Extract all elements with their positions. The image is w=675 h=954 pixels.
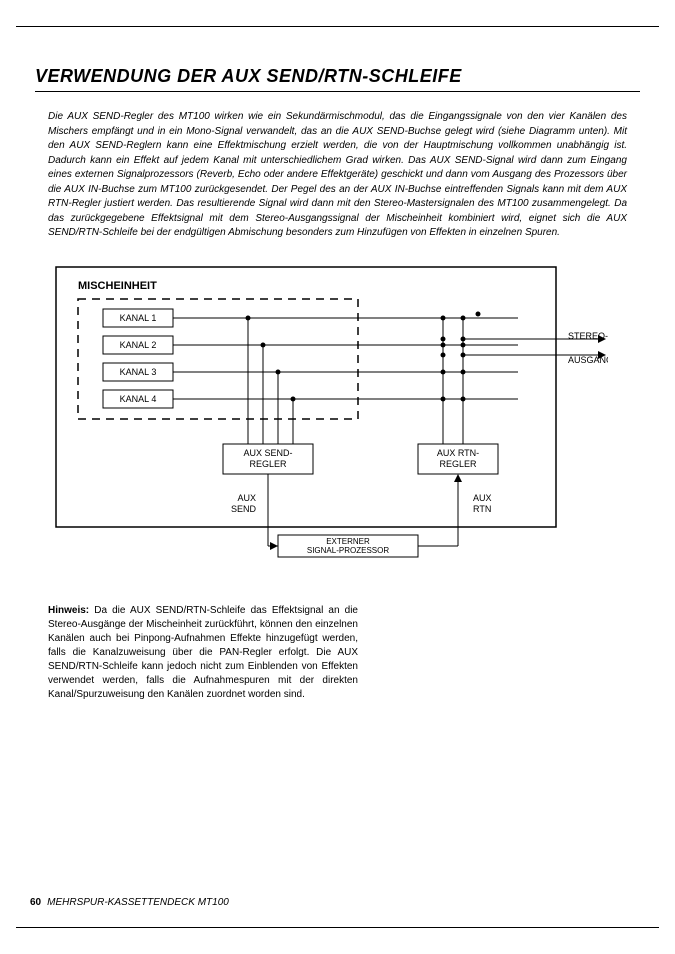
svg-text:AUX: AUX <box>237 493 256 503</box>
svg-text:KANAL 2: KANAL 2 <box>120 340 157 350</box>
section-title: VERWENDUNG DER AUX SEND/RTN-SCHLEIFE <box>35 66 640 92</box>
svg-text:AUX: AUX <box>473 493 492 503</box>
footer-title: MEHRSPUR-KASSETTENDECK MT100 <box>47 897 229 908</box>
signal-flow-diagram: MISCHEINHEIT KANAL 1 KANAL 2 KANAL 3 KANAL 4… <box>48 259 627 574</box>
hint-lead: Hinweis: <box>48 605 89 616</box>
svg-text:EXTERNER: EXTERNER <box>326 537 370 546</box>
svg-text:KANAL 4: KANAL 4 <box>120 394 157 404</box>
hint-block: Hinweis: Da die AUX SEND/RTN-Schleife da… <box>48 604 358 702</box>
svg-text:MISCHEINHEIT: MISCHEINHEIT <box>78 280 157 292</box>
svg-text:RTN: RTN <box>473 504 491 514</box>
svg-text:REGLER: REGLER <box>439 459 477 469</box>
page-number: 60 <box>30 897 41 908</box>
svg-text:AUX RTN-: AUX RTN- <box>437 448 479 458</box>
top-rule <box>16 26 659 27</box>
manual-page: VERWENDUNG DER AUX SEND/RTN-SCHLEIFE Die… <box>0 0 675 954</box>
page-footer: 60 MEHRSPUR-KASSETTENDECK MT100 <box>30 897 229 908</box>
intro-paragraph: Die AUX SEND-Regler des MT100 wirken wie… <box>48 110 627 241</box>
svg-text:SIGNAL-PROZESSOR: SIGNAL-PROZESSOR <box>307 546 389 555</box>
svg-text:AUSGANGSSIGNAL: AUSGANGSSIGNAL <box>568 355 608 365</box>
svg-text:SEND: SEND <box>231 504 257 514</box>
svg-text:KANAL 3: KANAL 3 <box>120 367 157 377</box>
svg-text:AUX SEND-: AUX SEND- <box>243 448 292 458</box>
hint-text: Da die AUX SEND/RTN-Schleife das Effekts… <box>48 605 358 700</box>
bottom-rule <box>16 927 659 928</box>
svg-text:KANAL 1: KANAL 1 <box>120 313 157 323</box>
svg-text:REGLER: REGLER <box>249 459 287 469</box>
svg-text:STEREO-: STEREO- <box>568 331 608 341</box>
